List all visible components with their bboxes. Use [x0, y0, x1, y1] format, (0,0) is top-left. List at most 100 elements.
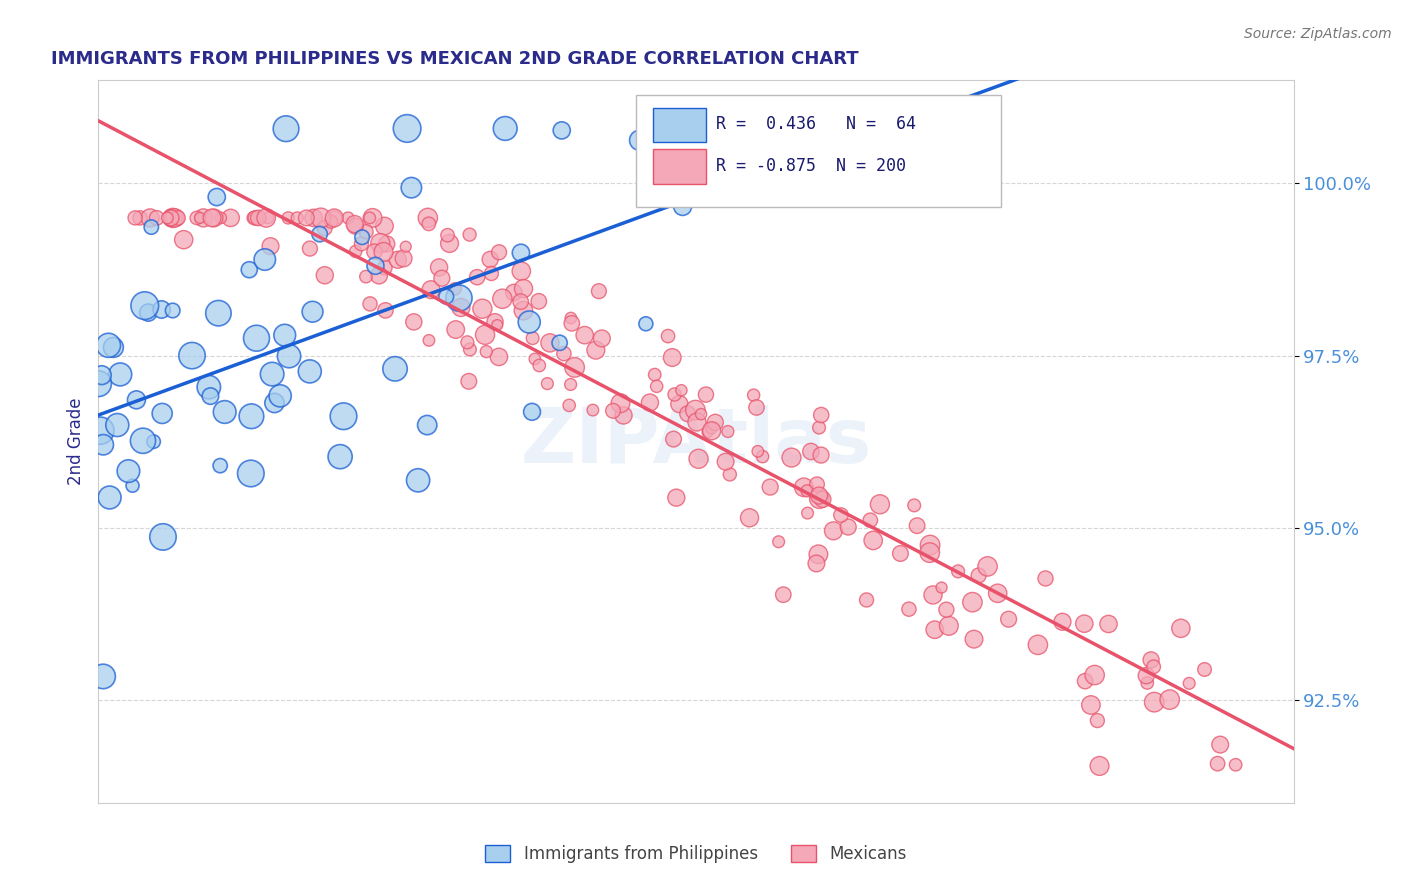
Point	[745, 401, 768, 415]
Point	[1088, 759, 1111, 773]
Point	[1159, 692, 1181, 706]
Point	[859, 513, 882, 527]
Point	[976, 559, 998, 574]
Point	[465, 270, 488, 285]
Point	[685, 403, 707, 417]
Text: ZIPAtlas: ZIPAtlas	[520, 405, 872, 478]
Point	[214, 405, 236, 419]
Point	[759, 480, 782, 494]
Point	[89, 424, 111, 438]
Point	[918, 546, 941, 560]
Point	[1206, 756, 1229, 771]
Y-axis label: 2nd Grade: 2nd Grade	[66, 398, 84, 485]
Point	[688, 451, 710, 466]
Point	[672, 199, 695, 213]
Point	[181, 349, 204, 363]
Point	[450, 301, 472, 315]
Point	[638, 395, 661, 409]
Point	[416, 418, 439, 433]
Point	[323, 211, 346, 225]
Point	[436, 228, 458, 243]
Point	[262, 367, 284, 381]
Point	[156, 211, 179, 225]
Point	[717, 425, 740, 439]
Point	[602, 404, 624, 418]
Point	[1136, 676, 1159, 690]
Point	[665, 491, 688, 505]
Point	[364, 259, 387, 273]
Point	[676, 407, 699, 421]
Point	[810, 408, 832, 422]
Point	[142, 434, 165, 449]
Point	[664, 387, 686, 401]
Point	[564, 360, 586, 375]
Point	[344, 219, 367, 234]
Point	[201, 211, 224, 225]
Point	[444, 322, 467, 336]
Point	[558, 398, 581, 412]
Point	[474, 327, 496, 342]
Point	[967, 568, 990, 582]
Point	[458, 227, 481, 242]
Point	[661, 351, 683, 365]
Point	[1194, 663, 1216, 677]
Point	[418, 334, 440, 348]
Point	[484, 315, 506, 329]
Point	[1073, 616, 1095, 631]
Point	[591, 331, 613, 345]
Point	[810, 448, 832, 462]
Point	[209, 458, 232, 473]
Point	[808, 420, 831, 434]
Point	[373, 244, 395, 259]
Point	[186, 211, 208, 225]
Point	[162, 211, 184, 225]
Point	[997, 612, 1019, 626]
Point	[329, 450, 352, 464]
Point	[434, 290, 457, 304]
Point	[141, 220, 163, 235]
Point	[494, 121, 516, 136]
Point	[263, 396, 285, 410]
Point	[918, 538, 941, 552]
Point	[277, 211, 299, 225]
Point	[553, 346, 575, 360]
Point	[323, 211, 346, 225]
Point	[479, 252, 502, 267]
Point	[538, 335, 561, 350]
Point	[259, 239, 281, 253]
Point	[278, 349, 301, 363]
Point	[668, 397, 690, 411]
Point	[152, 530, 174, 544]
Point	[447, 291, 470, 305]
Point	[314, 221, 336, 235]
Point	[517, 315, 540, 329]
Point	[430, 271, 453, 285]
Point	[690, 407, 713, 421]
Point	[257, 211, 280, 225]
Point	[387, 252, 409, 267]
Point	[375, 236, 398, 251]
Point	[242, 211, 264, 225]
Point	[772, 588, 794, 602]
Point	[359, 297, 381, 311]
Point	[509, 294, 531, 309]
Point	[136, 305, 159, 319]
Point	[695, 387, 717, 401]
Point	[363, 244, 385, 259]
Point	[163, 211, 186, 225]
Point	[1080, 698, 1102, 712]
Point	[700, 421, 723, 435]
Point	[350, 236, 373, 251]
Point	[561, 316, 583, 330]
Point	[585, 343, 607, 358]
Point	[160, 211, 183, 225]
Point	[962, 595, 984, 609]
Point	[987, 586, 1010, 600]
Point	[247, 211, 270, 225]
Point	[512, 282, 534, 296]
Point	[862, 533, 884, 548]
Point	[253, 252, 276, 267]
Point	[523, 351, 546, 366]
Point	[359, 211, 381, 225]
Point	[124, 211, 146, 225]
